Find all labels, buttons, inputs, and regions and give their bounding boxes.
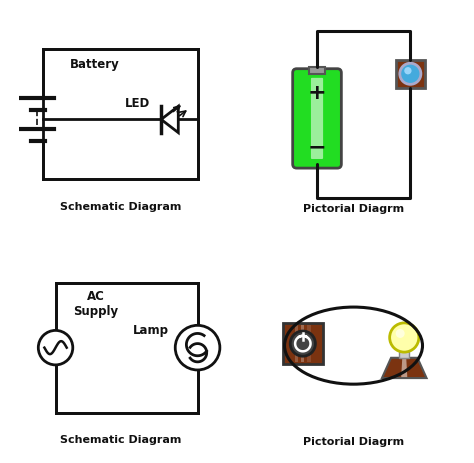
FancyBboxPatch shape [311,79,323,160]
Circle shape [175,325,220,370]
Text: Battery: Battery [70,58,119,71]
Text: Schematic Diagram: Schematic Diagram [60,434,181,444]
Text: LED: LED [125,96,150,109]
Circle shape [400,64,421,85]
Circle shape [390,323,419,352]
Text: −: − [308,138,326,157]
FancyBboxPatch shape [309,68,325,75]
FancyBboxPatch shape [307,325,310,362]
Text: Schematic Diagram: Schematic Diagram [60,201,181,211]
FancyBboxPatch shape [283,324,323,364]
FancyBboxPatch shape [301,325,304,362]
Text: AC
Supply: AC Supply [73,289,118,317]
Text: Pictorial Diagrm: Pictorial Diagrm [303,436,404,446]
Circle shape [396,329,405,338]
Circle shape [290,332,315,357]
Text: +: + [308,83,326,103]
Text: Pictorial Diagrm: Pictorial Diagrm [303,203,404,213]
FancyBboxPatch shape [292,69,341,169]
Circle shape [38,331,73,365]
FancyBboxPatch shape [396,61,425,89]
Polygon shape [382,358,427,378]
Polygon shape [401,359,407,377]
FancyBboxPatch shape [399,351,410,358]
Text: Lamp: Lamp [133,323,169,336]
Circle shape [404,68,411,75]
FancyBboxPatch shape [295,325,298,362]
